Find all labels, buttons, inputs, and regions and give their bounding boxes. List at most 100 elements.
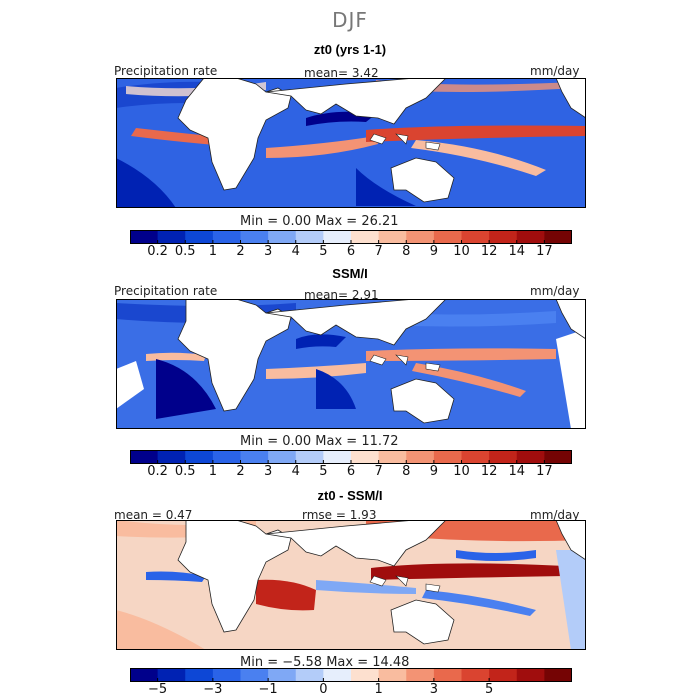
colorbar-tick-label: 14 bbox=[508, 244, 526, 259]
colorbar-swatch bbox=[130, 230, 159, 244]
precip-band bbox=[266, 136, 378, 158]
colorbar-tick-label: 1 bbox=[208, 244, 218, 259]
colorbar-tick-label: 17 bbox=[536, 464, 553, 479]
colorbar-swatch bbox=[240, 450, 269, 464]
colorbar-tick-label: 17 bbox=[536, 244, 553, 259]
colorbar-swatch bbox=[157, 230, 186, 244]
americas-landmass bbox=[555, 299, 586, 340]
panel-3-colorbar bbox=[130, 668, 572, 682]
colorbar-swatch bbox=[378, 230, 407, 244]
panel-2-map bbox=[116, 299, 586, 429]
dry-region bbox=[296, 334, 346, 349]
colorbar-swatch bbox=[240, 230, 269, 244]
americas-landmass bbox=[555, 520, 586, 561]
colorbar-swatch bbox=[268, 450, 297, 464]
colorbar-swatch bbox=[516, 230, 545, 244]
colorbar-tick-label: 6 bbox=[346, 464, 356, 479]
colorbar-tick-label: 9 bbox=[429, 464, 439, 479]
colorbar-tick-label: 4 bbox=[291, 244, 300, 259]
precip-band bbox=[366, 125, 586, 142]
panel-3-units: mm/day bbox=[530, 508, 580, 522]
colorbar-tick-label: 2 bbox=[236, 244, 245, 259]
map-frame bbox=[116, 78, 586, 208]
colorbar-swatch bbox=[212, 668, 241, 682]
australia-landmass bbox=[390, 599, 455, 645]
colorbar-swatch bbox=[461, 450, 490, 464]
panel-3-map bbox=[116, 520, 586, 650]
asia-landmass bbox=[265, 299, 447, 346]
colorbar-swatch bbox=[295, 668, 324, 682]
colorbar-swatch bbox=[489, 230, 518, 244]
season-title: DJF bbox=[332, 8, 368, 32]
dry-region bbox=[316, 369, 356, 409]
colorbar-swatch bbox=[406, 230, 435, 244]
colorbar-swatch bbox=[185, 230, 214, 244]
panel-1-colorbar bbox=[130, 230, 572, 244]
colorbar-swatch bbox=[185, 450, 214, 464]
dry-region bbox=[356, 168, 416, 206]
indonesia-islands bbox=[369, 354, 441, 372]
australia-landmass bbox=[390, 378, 455, 424]
colorbar-swatch bbox=[157, 450, 186, 464]
colorbar-tick-label: 0.5 bbox=[174, 464, 196, 479]
colorbar-frame bbox=[130, 668, 572, 682]
precip-band bbox=[146, 352, 206, 361]
colorbar-tick-label: 4 bbox=[291, 464, 300, 479]
panel-3-minmax: Min = −5.58 Max = 14.48 bbox=[240, 655, 410, 670]
colorbar-swatch bbox=[268, 230, 297, 244]
africa-landmass bbox=[177, 520, 292, 633]
diff-band bbox=[256, 579, 316, 611]
colorbar-swatch bbox=[212, 450, 241, 464]
colorbar-swatch bbox=[295, 450, 324, 464]
colorbar-tick-label: 1 bbox=[374, 682, 383, 697]
colorbar-swatch bbox=[157, 668, 186, 682]
map-frame bbox=[116, 299, 586, 429]
colorbar-swatch bbox=[295, 230, 324, 244]
colorbar-tick-label: 8 bbox=[402, 244, 411, 259]
panel-2-variable-label: Precipitation rate bbox=[114, 284, 218, 298]
colorbar-tick-label: 3 bbox=[263, 244, 273, 259]
panel-2-title: SSM/I bbox=[332, 266, 368, 281]
colorbar-tick-label: 0 bbox=[319, 682, 328, 697]
colorbar-tick-label: 12 bbox=[480, 464, 498, 479]
colorbar-tick-label: 14 bbox=[508, 464, 526, 479]
americas-landmass bbox=[555, 78, 586, 119]
colorbar-tick-label: 3 bbox=[429, 682, 439, 697]
panel-2-units: mm/day bbox=[530, 284, 580, 298]
colorbar-swatch bbox=[544, 450, 572, 464]
map-frame bbox=[116, 520, 586, 650]
colorbar-tick-label: 5 bbox=[319, 244, 328, 259]
africa-landmass bbox=[177, 78, 292, 191]
panel-1-map bbox=[116, 78, 586, 208]
indonesia-islands bbox=[369, 575, 441, 593]
colorbar-tick-label: 8 bbox=[402, 464, 411, 479]
diff-band bbox=[556, 550, 586, 650]
colorbar-tick-label: 10 bbox=[453, 244, 470, 259]
diff-band bbox=[422, 590, 536, 616]
colorbar-tick-label: 3 bbox=[263, 464, 273, 479]
dry-region bbox=[156, 359, 216, 419]
africa-landmass bbox=[177, 299, 292, 412]
colorbar-swatch bbox=[212, 230, 241, 244]
colorbar-swatch bbox=[433, 230, 462, 244]
colorbar-swatch bbox=[544, 230, 572, 244]
colorbar-swatch bbox=[130, 668, 159, 682]
colorbar-swatch bbox=[323, 450, 352, 464]
asia-landmass bbox=[265, 78, 447, 125]
colorbar-swatch bbox=[268, 668, 297, 682]
precip-band bbox=[366, 348, 556, 361]
diff-band bbox=[316, 580, 416, 594]
panel-3-title: zt0 - SSM/I bbox=[317, 488, 383, 503]
diff-band bbox=[456, 550, 536, 561]
colorbar-swatch bbox=[378, 668, 407, 682]
colorbar-swatch bbox=[323, 230, 352, 244]
colorbar-swatch bbox=[351, 668, 380, 682]
colorbar-tick-label: 7 bbox=[374, 464, 383, 479]
colorbar-tick-label: 7 bbox=[374, 244, 383, 259]
panel-3-rmse: rmse = 1.93 bbox=[302, 508, 377, 522]
colorbar-tick-label: 12 bbox=[480, 244, 498, 259]
colorbar-swatch bbox=[185, 668, 214, 682]
precip-band bbox=[411, 140, 546, 176]
colorbar-swatch bbox=[323, 668, 352, 682]
colorbar-tick-label: 10 bbox=[453, 464, 470, 479]
